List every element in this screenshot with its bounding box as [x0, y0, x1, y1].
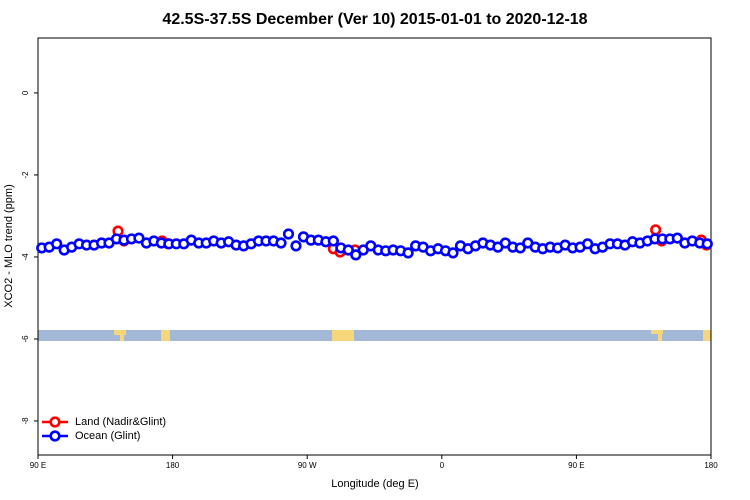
legend-marker	[49, 416, 61, 428]
y-tick-label: -2	[21, 171, 30, 179]
point	[282, 228, 295, 240]
x-tick-label: 0	[440, 461, 445, 470]
point	[514, 242, 526, 254]
point	[402, 247, 414, 259]
point	[51, 238, 63, 250]
x-axis-label: Longitude (deg E)	[331, 478, 418, 490]
legend-label: Ocean (Glint)	[75, 430, 140, 442]
point	[701, 238, 713, 250]
x-tick-label: 90 E	[30, 461, 46, 470]
y-tick-label: -6	[21, 335, 30, 343]
point	[342, 244, 354, 256]
point	[327, 235, 339, 247]
x-tick-label: 180	[704, 461, 718, 470]
y-tick-label: 0	[21, 90, 30, 95]
point	[350, 249, 362, 261]
y-tick-label: -8	[21, 417, 30, 425]
legend-label: Land (Nadir&Glint)	[75, 416, 166, 428]
point	[582, 238, 594, 250]
point	[447, 247, 459, 259]
x-tick-label: 90 W	[298, 461, 317, 470]
point	[650, 224, 662, 236]
y-axis-label: XCO2 - MLO trend (ppm)	[3, 184, 15, 307]
point	[133, 232, 145, 244]
surface-mask	[38, 330, 711, 341]
x-tick-label: 180	[166, 461, 180, 470]
point	[290, 240, 302, 252]
point	[671, 232, 683, 244]
y-tick-label: -4	[21, 253, 30, 261]
chart-title: 42.5S-37.5S December (Ver 10) 2015-01-01…	[162, 11, 587, 28]
legend-marker	[49, 430, 61, 442]
x-tick-label: 90 E	[568, 461, 584, 470]
point	[275, 237, 287, 249]
